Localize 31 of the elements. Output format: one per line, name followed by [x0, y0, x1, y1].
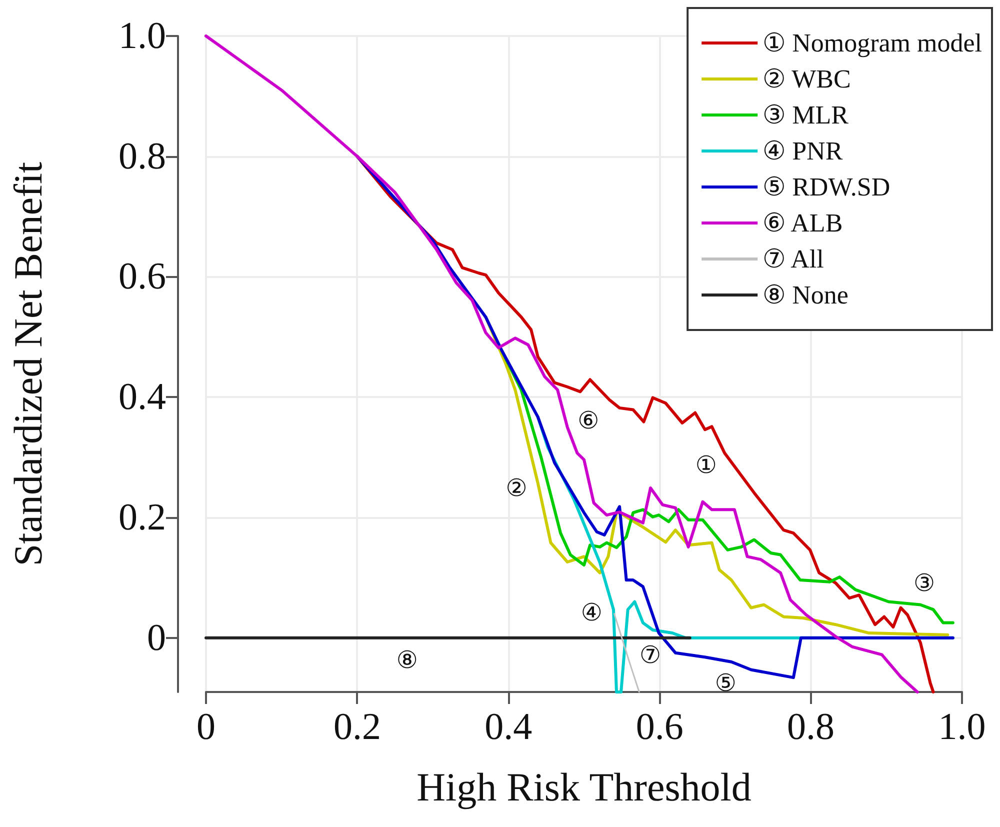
annotation: ① [695, 450, 717, 479]
legend-label: ⑧ None [762, 280, 848, 310]
legend-label: ⑤ RDW.SD [762, 172, 890, 202]
y-tick-label: 1.0 [118, 15, 166, 57]
legend-label: ⑥ ALB [762, 208, 843, 238]
legend-label: ③ MLR [762, 100, 850, 130]
y-tick-label: 0.8 [118, 135, 166, 178]
legend-label: ① Nomogram model [762, 28, 982, 58]
annotation: ④ [580, 598, 602, 626]
x-axis-title: High Risk Threshold [416, 764, 752, 810]
x-tick-label: 0.2 [333, 706, 381, 748]
y-tick-label: 0 [147, 616, 166, 659]
legend-label: ④ PNR [762, 136, 844, 166]
annotation: ⑦ [640, 641, 662, 670]
x-tick-label: 0 [196, 706, 216, 748]
annotation: ③ [913, 569, 935, 598]
line-series [613, 613, 640, 693]
annotation: ⑥ [578, 406, 600, 435]
legend-label: ⑦ All [762, 244, 824, 274]
x-tick-label: 1.0 [938, 706, 986, 748]
legend-label: ② WBC [762, 64, 851, 94]
x-tick-label: 0.6 [636, 706, 684, 748]
x-tick-label: 0.8 [787, 706, 835, 748]
y-tick-label: 0.6 [118, 256, 166, 298]
annotation: ② [506, 474, 528, 502]
y-tick-label: 0.2 [118, 496, 166, 538]
x-tick-label: 0.4 [484, 706, 532, 748]
y-tick-label: 0.4 [118, 376, 166, 418]
annotation: ⑧ [396, 646, 418, 674]
annotation: ⑤ [714, 669, 736, 698]
y-axis-title: Standardized Net Benefit [6, 162, 50, 566]
